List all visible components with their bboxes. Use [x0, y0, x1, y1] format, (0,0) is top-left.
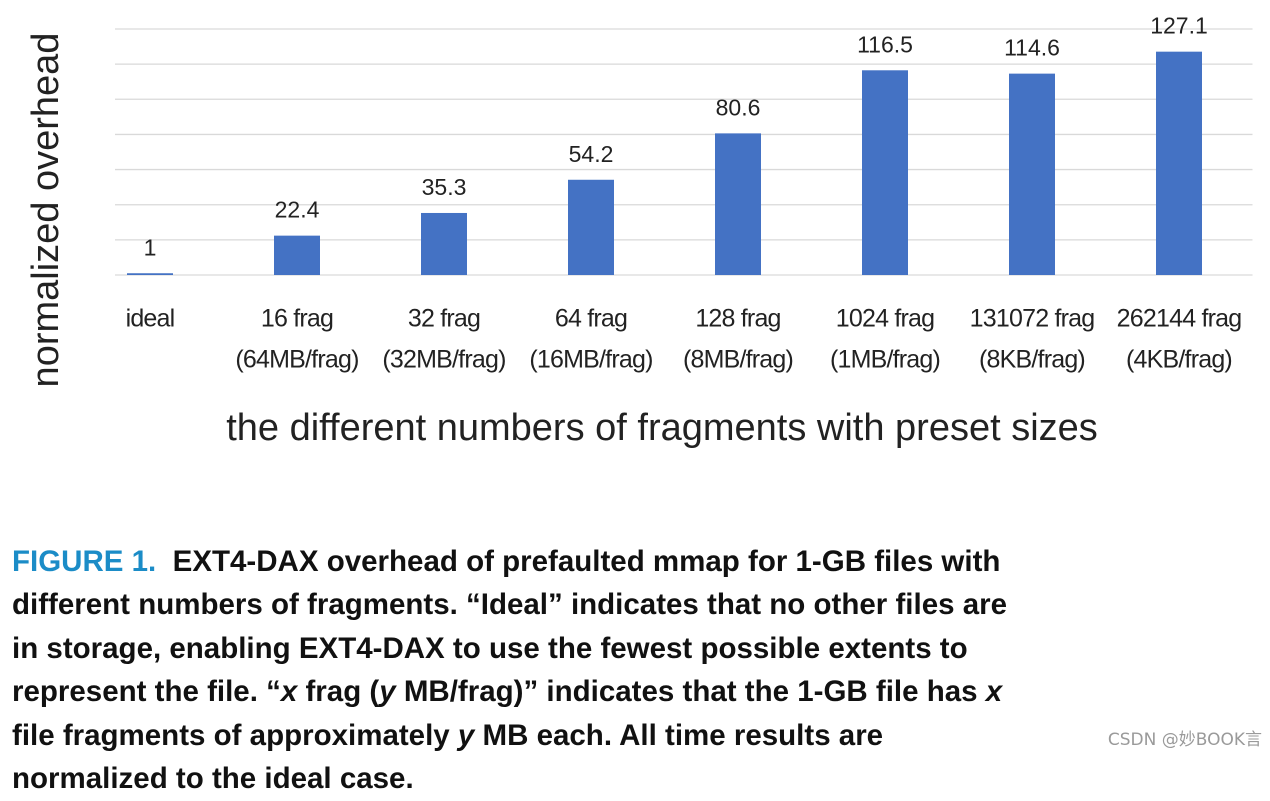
- x-tick-label: (4KB/frag): [1126, 346, 1232, 374]
- value-label: 35.3: [422, 174, 467, 200]
- bar: [274, 235, 320, 275]
- caption-text: file fragments of approximately: [12, 718, 458, 752]
- x-tick-label: 128 frag: [695, 305, 780, 333]
- caption-text: represent the file. “: [12, 675, 281, 708]
- caption-text: MB each. All time results are: [474, 718, 884, 752]
- caption-variable: y: [379, 675, 396, 708]
- value-label: 22.4: [275, 197, 320, 223]
- caption-text: different numbers of fragments. “Ideal” …: [12, 588, 1007, 621]
- watermark: CSDN @妙BOOK言: [1107, 730, 1262, 750]
- caption: FIGURE 1. EXT4-DAX overhead of prefaulte…: [12, 496, 1262, 801]
- caption-variable: x: [280, 675, 298, 708]
- chart: normalized overhead the different number…: [25, 13, 1253, 449]
- x-tick-label: 64 frag: [555, 305, 627, 333]
- value-label: 114.6: [1004, 35, 1060, 61]
- figure-label: FIGURE 1.: [12, 544, 157, 578]
- bar: [1009, 73, 1055, 275]
- page: {"chart_data": {"type": "bar", "y_label"…: [12, 12, 1262, 795]
- x-tick-label: 1024 frag: [836, 305, 934, 333]
- value-label: 1: [144, 234, 157, 260]
- value-label: 127.1: [1150, 13, 1208, 39]
- x-tick-label: (32MB/frag): [382, 346, 505, 374]
- x-tick-label: (1MB/frag): [830, 346, 940, 374]
- bar: [127, 273, 173, 275]
- x-tick-label: 16 frag: [261, 305, 333, 333]
- x-tick-label: 131072 frag: [970, 305, 1095, 333]
- caption-text: MB/frag)” indicates that the 1-GB file h…: [395, 675, 986, 708]
- x-tick-label: 262144 frag: [1117, 305, 1242, 333]
- value-label: 80.6: [716, 94, 761, 120]
- value-label: 54.2: [569, 141, 614, 167]
- bar: [862, 70, 908, 276]
- caption-text: frag (: [297, 675, 380, 708]
- value-label: 116.5: [857, 31, 913, 57]
- x-tick-label: (8MB/frag): [683, 346, 793, 374]
- caption-variable: x: [985, 675, 1003, 708]
- x-tick-label: ideal: [126, 305, 175, 333]
- x-tick-label: (8KB/frag): [979, 346, 1085, 374]
- bar: [421, 212, 467, 275]
- x-axis-title: the different numbers of fragments with …: [226, 407, 1098, 449]
- y-axis-title: normalized overhead: [25, 33, 67, 388]
- bar: [568, 179, 614, 275]
- caption-text: EXT4-DAX overhead of prefaulted mmap for…: [156, 544, 1001, 578]
- x-tick-label: 32 frag: [408, 305, 480, 333]
- caption-text: in storage, enabling EXT4-DAX to use the…: [12, 631, 968, 665]
- bar: [715, 133, 761, 275]
- x-tick-label: (64MB/frag): [235, 346, 358, 374]
- bar: [1156, 51, 1202, 275]
- caption-variable: y: [457, 718, 475, 752]
- caption-text: normalized to the ideal case.: [12, 762, 414, 795]
- x-tick-label: (16MB/frag): [529, 346, 652, 374]
